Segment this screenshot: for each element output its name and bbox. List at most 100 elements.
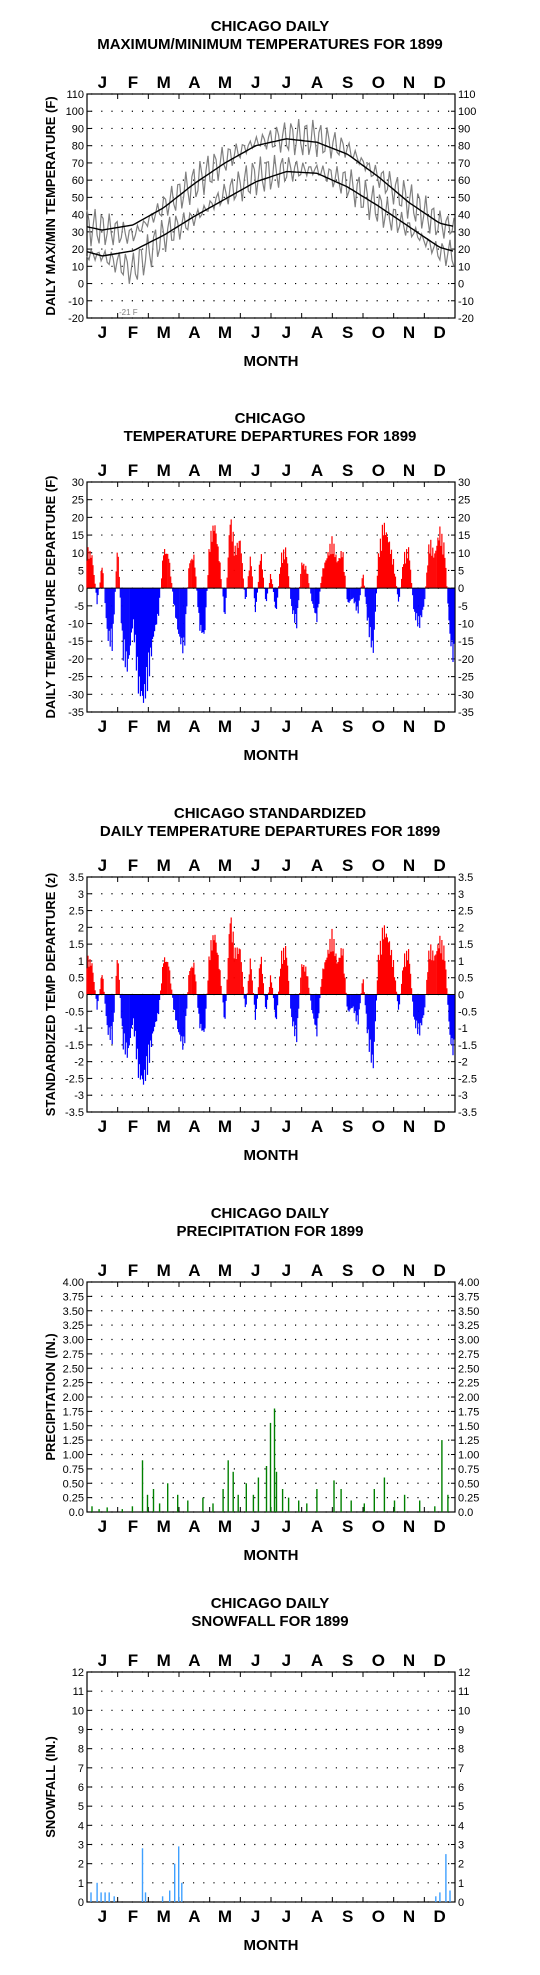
month-label-top: F (128, 856, 138, 875)
month-label-top: J (98, 1651, 107, 1670)
chart-title-line1: CHICAGO DAILY (210, 1595, 330, 1612)
y-tick-label-left: 0.75 (63, 1464, 84, 1476)
month-label-bottom: A (188, 717, 200, 736)
y-tick-label-left: 3.25 (63, 1320, 84, 1332)
y-tick-label-left: -2 (74, 1057, 84, 1069)
y-tick-label-right: 10 (458, 1705, 470, 1717)
month-label-top: N (403, 1651, 415, 1670)
month-label-bottom: N (403, 1117, 415, 1136)
x-axis-label: MONTH (244, 1547, 299, 1564)
plot-frame (86, 1671, 456, 1903)
month-label-bottom: N (403, 1907, 415, 1926)
y-tick-label-right: -3 (458, 1090, 468, 1102)
month-label-top: J (98, 73, 107, 92)
y-tick-label-left: 1.5 (69, 939, 84, 951)
month-label-bottom: J (282, 1907, 291, 1926)
month-label-top: D (434, 856, 446, 875)
month-label-top: O (372, 461, 385, 480)
y-tick-label-right: 1.75 (458, 1406, 479, 1418)
y-tick-label-right: 70 (458, 158, 470, 170)
y-axis-label: DAILY MAX/MIN TEMPERATURE (F) (43, 96, 58, 315)
y-tick-label-right: -1 (458, 1023, 468, 1035)
y-tick-label-left: 0.50 (63, 1478, 84, 1490)
month-label-top: N (403, 1261, 415, 1280)
y-tick-label-right: -35 (458, 707, 474, 719)
y-tick-label-left: -10 (68, 619, 84, 631)
y-tick-label-left: 3.5 (69, 872, 84, 884)
month-label-bottom: A (311, 717, 323, 736)
normal-min-series (86, 170, 454, 257)
y-tick-label-left: 2.5 (69, 906, 84, 918)
y-tick-label-right: -1.5 (458, 1040, 477, 1052)
chart-title-line2: TEMPERATURE DEPARTURES FOR 1899 (123, 428, 417, 445)
month-label-top: D (434, 1651, 446, 1670)
y-tick-label-left: 11 (73, 1686, 84, 1698)
y-tick-label-left: 15 (72, 530, 84, 542)
y-tick-label-right: -20 (458, 313, 474, 325)
y-tick-label-left: 60 (72, 175, 84, 187)
month-label-bottom: J (282, 1517, 291, 1536)
y-tick-label-right: 6 (458, 1782, 464, 1794)
month-label-top: O (372, 1261, 385, 1280)
y-tick-label-left: 2.75 (63, 1349, 84, 1361)
y-tick-label-left: -20 (68, 654, 84, 666)
y-tick-label-right: 11 (458, 1686, 469, 1698)
month-label-top: M (218, 1261, 232, 1280)
plot-frame (86, 93, 456, 319)
month-label-bottom: O (372, 1117, 385, 1136)
month-label-top: S (342, 1651, 353, 1670)
y-tick-label-left: 3 (78, 1840, 84, 1852)
y-tick-label-right: 1 (458, 1878, 464, 1890)
month-label-bottom: J (282, 1117, 291, 1136)
y-tick-label-right: 0.25 (458, 1493, 479, 1505)
month-label-top: F (128, 73, 138, 92)
month-label-top: M (218, 1651, 232, 1670)
month-label-bottom: J (282, 717, 291, 736)
month-label-bottom: S (342, 717, 353, 736)
chart-title-line2: MAXIMUM/MINIMUM TEMPERATURES FOR 1899 (97, 36, 443, 53)
month-label-bottom: O (372, 1517, 385, 1536)
y-tick-label-left: 2 (78, 1859, 84, 1871)
y-tick-label-right: 7 (458, 1763, 464, 1775)
y-tick-label-right: 2.75 (458, 1349, 479, 1361)
y-tick-label-right: -15 (458, 636, 474, 648)
month-label-bottom: N (403, 323, 415, 342)
y-tick-label-right: 3.50 (458, 1306, 479, 1318)
y-tick-label-left: 0 (78, 1897, 84, 1909)
y-tick-label-left: -10 (68, 296, 84, 308)
y-tick-label-right: 15 (458, 530, 470, 542)
y-tick-label-left: -1 (74, 1023, 84, 1035)
month-label-bottom: A (311, 1117, 323, 1136)
y-tick-label-right: 0.75 (458, 1464, 479, 1476)
y-tick-label-right: 0 (458, 1897, 464, 1909)
y-tick-label-right: 0.50 (458, 1478, 479, 1490)
month-label-bottom: F (128, 1117, 138, 1136)
y-tick-label-left: 2 (78, 922, 84, 934)
month-label-bottom: J (251, 1517, 260, 1536)
y-tick-label-right: 2 (458, 922, 464, 934)
month-label-top: J (251, 1261, 260, 1280)
y-tick-label-right: 0 (458, 990, 464, 1002)
y-tick-label-left: -15 (68, 636, 84, 648)
y-tick-label-left: 3.50 (63, 1306, 84, 1318)
month-label-top: J (282, 1261, 291, 1280)
month-label-top: J (251, 461, 260, 480)
month-label-top: M (218, 461, 232, 480)
month-label-top: F (128, 1261, 138, 1280)
y-tick-label-right: 9 (458, 1725, 464, 1737)
month-label-bottom: M (157, 323, 171, 342)
y-tick-label-right: -2.5 (458, 1073, 477, 1085)
month-label-top: A (311, 1651, 323, 1670)
y-tick-label-left: -0.5 (65, 1006, 84, 1018)
y-tick-label-left: 1 (78, 1878, 84, 1890)
y-tick-label-left: 30 (72, 477, 84, 489)
month-label-bottom: M (218, 1907, 232, 1926)
month-label-top: A (188, 856, 200, 875)
y-tick-label-left: 7 (78, 1763, 84, 1775)
month-label-bottom: S (342, 323, 353, 342)
y-tick-label-left: 4.00 (63, 1277, 84, 1289)
month-label-top: J (282, 1651, 291, 1670)
y-tick-label-left: 3 (78, 889, 84, 901)
